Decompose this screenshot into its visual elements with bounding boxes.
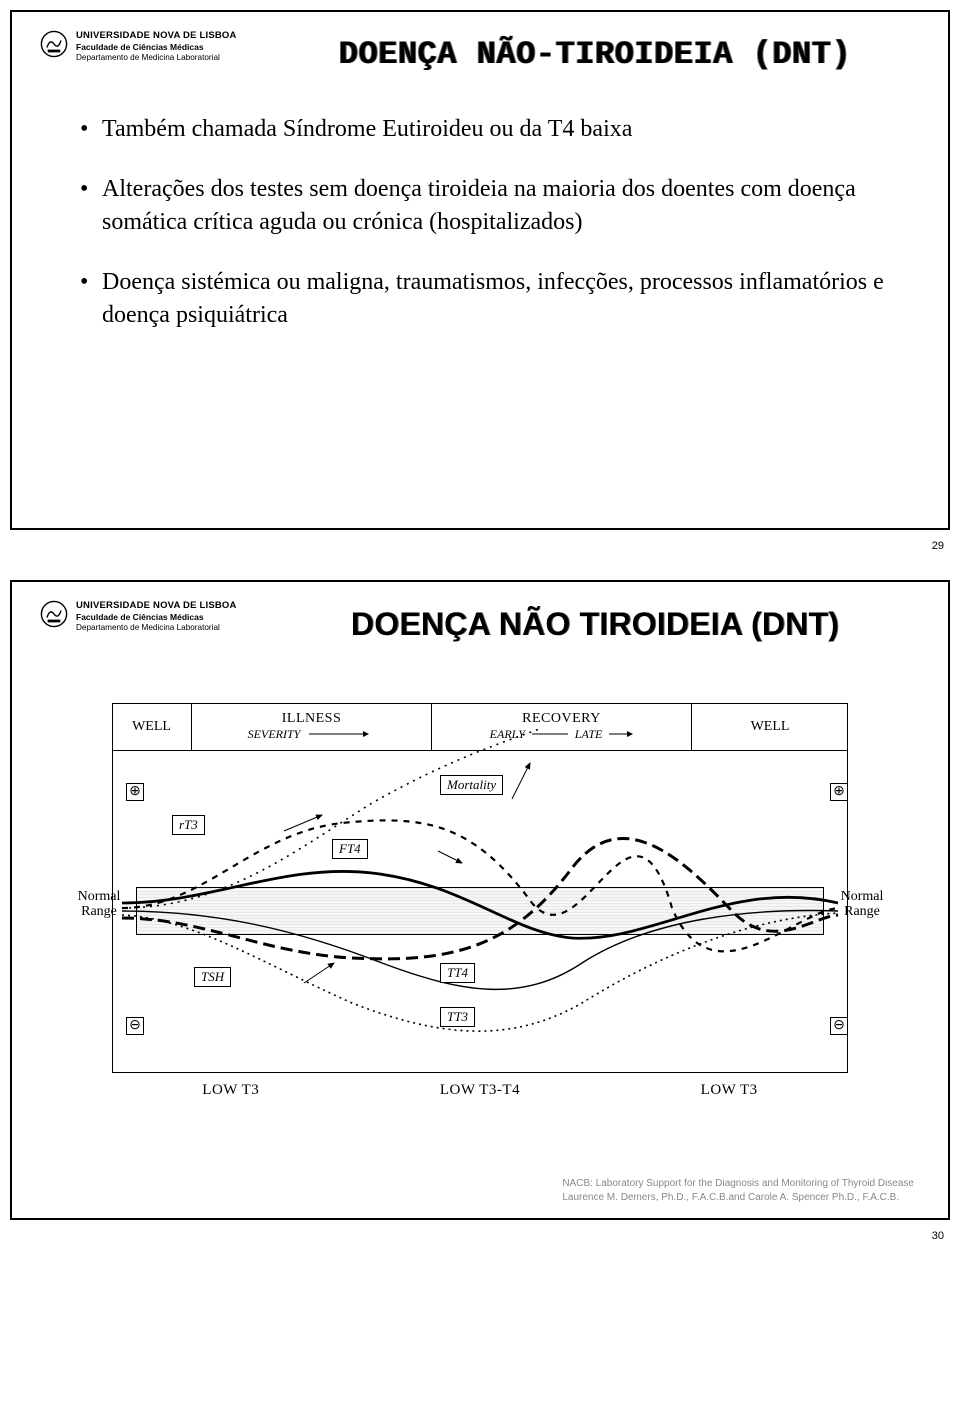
pointer-arrow: [304, 963, 334, 983]
citation-line: Laurence M. Demers, Ph.D., F.A.C.B.and C…: [562, 1191, 914, 1205]
institution-text: UNIVERSIDADE NOVA DE LISBOA Faculdade de…: [76, 600, 237, 633]
pointer-arrow: [438, 851, 462, 863]
citation: NACB: Laboratory Support for the Diagnos…: [562, 1177, 914, 1204]
university-name: UNIVERSIDADE NOVA DE LISBOA: [76, 30, 237, 42]
curve-rt3: [122, 820, 838, 951]
bullet-item: Doença sistémica ou maligna, traumatismo…: [80, 266, 900, 331]
bullet-list: Também chamada Síndrome Eutiroideu ou da…: [40, 113, 920, 331]
curve-tsh: [122, 838, 838, 958]
pointer-arrow: [512, 763, 530, 799]
faculty-name: Faculdade de Ciências Médicas: [76, 42, 237, 53]
citation-line: NACB: Laboratory Support for the Diagnos…: [562, 1177, 914, 1191]
university-logo-icon: [40, 600, 68, 628]
curve-label-tt4: TT4: [440, 963, 475, 983]
page-number: 29: [932, 540, 944, 552]
department-name: Departamento de Medicina Laboratorial: [76, 53, 237, 63]
curve-label-tsh: TSH: [194, 967, 231, 987]
curves-svg: [112, 703, 848, 1073]
bullet-item: Também chamada Síndrome Eutiroideu ou da…: [80, 113, 900, 145]
x-label: LOW T3: [701, 1082, 758, 1099]
x-label: LOW T3: [202, 1082, 259, 1099]
university-logo-icon: [40, 30, 68, 58]
dnt-diagram: WELL ILLNESS SEVERITY RECOVERY EARLY LAT…: [70, 667, 890, 1107]
slide-header: UNIVERSIDADE NOVA DE LISBOA Faculdade de…: [40, 600, 920, 643]
curve-ft4: [122, 871, 838, 938]
curve-label-rt3: rT3: [172, 815, 205, 835]
university-name: UNIVERSIDADE NOVA DE LISBOA: [76, 600, 237, 612]
faculty-name: Faculdade de Ciências Médicas: [76, 612, 237, 623]
department-name: Departamento de Medicina Laboratorial: [76, 623, 237, 633]
curve-label-ft4: FT4: [332, 839, 368, 859]
x-label: LOW T3-T4: [440, 1082, 520, 1099]
slide-header: UNIVERSIDADE NOVA DE LISBOA Faculdade de…: [40, 30, 920, 73]
curve-label-tt3: TT3: [440, 1007, 475, 1027]
institution-block: UNIVERSIDADE NOVA DE LISBOA Faculdade de…: [40, 30, 260, 63]
slide-title: DOENÇA NÃO-TIROIDEIA (DNT): [270, 36, 920, 73]
bullet-item: Alterações dos testes sem doença tiroide…: [80, 173, 900, 238]
pointer-arrow: [284, 815, 322, 831]
slide-29: UNIVERSIDADE NOVA DE LISBOA Faculdade de…: [10, 10, 950, 530]
slide-title: DOENÇA NÃO TIROIDEIA (DNT): [270, 606, 920, 643]
curve-label-mortality: Mortality: [440, 775, 503, 795]
slide-30: UNIVERSIDADE NOVA DE LISBOA Faculdade de…: [10, 580, 950, 1220]
institution-text: UNIVERSIDADE NOVA DE LISBOA Faculdade de…: [76, 30, 237, 63]
institution-block: UNIVERSIDADE NOVA DE LISBOA Faculdade de…: [40, 600, 260, 633]
x-axis-labels: LOW T3 LOW T3-T4 LOW T3: [112, 1082, 848, 1099]
page-number: 30: [932, 1230, 944, 1242]
